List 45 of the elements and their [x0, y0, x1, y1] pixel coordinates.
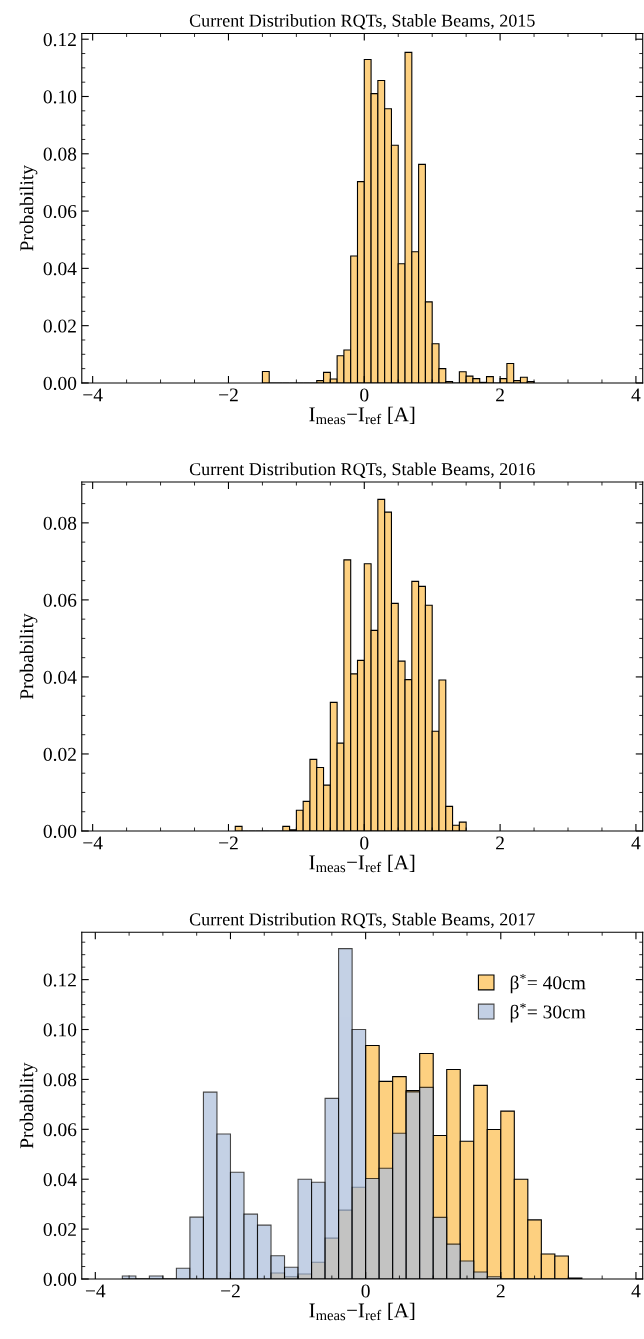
x-tick-label: 2	[496, 836, 504, 850]
x-tick-label: 0	[360, 388, 369, 402]
y-tick-label: 0.10	[43, 1023, 77, 1037]
y-tick-label: 0.00	[43, 376, 77, 390]
x-tick-label: 2	[496, 388, 504, 402]
y-tick-label: 0.04	[43, 670, 77, 684]
y-tick-label: 0.08	[43, 516, 77, 530]
x-tick-label: −4	[83, 836, 103, 850]
y-tick-label: 0.04	[43, 1173, 77, 1187]
y-tick-label: 0.02	[43, 1222, 76, 1237]
chart-title: Current Distribution RQTs, Stable Beams, 2016	[189, 462, 535, 479]
y-tick-label: 0.12	[43, 33, 76, 47]
y-tick-label: 0.02	[43, 319, 76, 333]
y-tick-label: 0.02	[43, 747, 76, 761]
y-tick-label: 0.08	[43, 147, 77, 161]
x-axis-title: I$_{meas}$−I$_{ref}$ [A]	[309, 854, 415, 873]
y-tick-label: 0.06	[43, 1123, 77, 1137]
x-tick-label: 4	[631, 836, 641, 850]
y-axis-title: Probability	[19, 1062, 38, 1149]
y-tick-label: 0.04	[43, 262, 77, 276]
y-tick-label: 0.00	[43, 824, 77, 839]
x-tick-label: −2	[221, 1284, 240, 1298]
x-tick-label: 2	[496, 1284, 505, 1298]
chart-title: Current Distribution RQTs, Stable Beams, 2017	[189, 912, 535, 929]
y-tick-label: 0.12	[43, 973, 76, 987]
y-axis-title: Probability	[19, 613, 38, 700]
legend-label: β$^{*}$= 30cm	[510, 1003, 586, 1023]
x-axis-title: I$_{meas}$−I$_{ref}$ [A]	[309, 406, 415, 425]
y-tick-label: 0.08	[43, 1073, 77, 1087]
x-axis-title: I$_{meas}$−I$_{ref}$ [A]	[309, 1302, 415, 1321]
x-tick-label: −4	[83, 388, 103, 402]
x-tick-label: −2	[219, 836, 238, 850]
x-tick-label: −2	[219, 388, 238, 402]
chart-title: Current Distribution RQTs, Stable Beams, 2015	[189, 14, 535, 30]
y-axis-title: Probability	[19, 165, 38, 251]
y-tick-label: 0.10	[43, 90, 77, 104]
x-tick-label: −4	[85, 1284, 106, 1298]
legend-label: β$^{*}$= 40cm	[510, 973, 586, 994]
x-tick-label: 0	[361, 1284, 370, 1298]
x-tick-label: 0	[360, 836, 369, 850]
x-tick-label: 4	[631, 1284, 641, 1298]
y-tick-label: 0.00	[43, 1272, 77, 1287]
y-tick-label: 0.06	[43, 204, 77, 219]
y-tick-label: 0.06	[43, 593, 77, 607]
x-tick-label: 4	[631, 388, 641, 402]
